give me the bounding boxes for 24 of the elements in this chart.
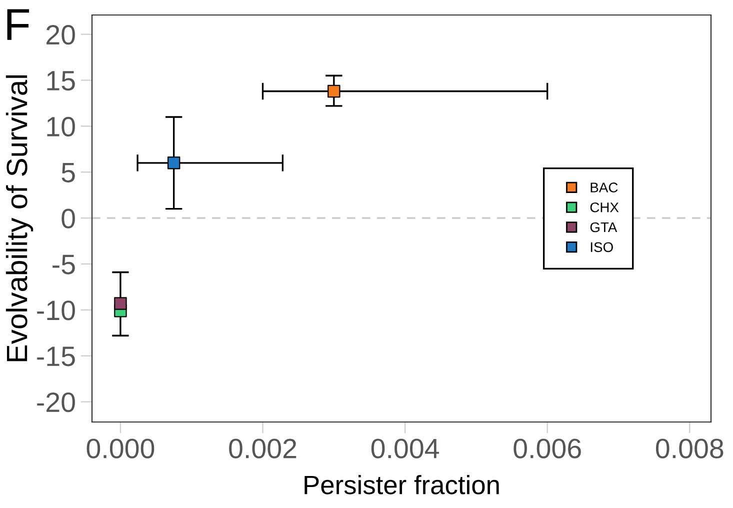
y-tick-label: 5 (62, 163, 75, 182)
x-tick-label: 0.000 (86, 438, 154, 458)
x-tick-label: 0.004 (371, 438, 440, 458)
y-tick-label: -5 (52, 254, 75, 274)
text: F (7, 9, 30, 40)
y-axis-title: Evolvability of Survival (6, 75, 34, 362)
y-tick-label: -20 (37, 392, 75, 412)
legend-label: CHX (590, 202, 619, 212)
y-tick-label: -10 (37, 300, 75, 320)
y-tick-label: 10 (47, 116, 75, 137)
y-tick-label: -15 (37, 346, 75, 366)
x-tick-label: 0.006 (514, 438, 581, 458)
legend-label: GTA (590, 222, 618, 232)
y-tick-label: 20 (46, 24, 75, 45)
legend-label: BAC (590, 182, 618, 192)
x-tick-label: 0.002 (229, 438, 296, 458)
x-tick-label: 0.008 (656, 438, 724, 458)
y-tick-label: 15 (47, 71, 75, 91)
point (167, 156, 180, 170)
y-tick-label: 0 (62, 208, 75, 228)
point (114, 297, 127, 310)
point (328, 84, 340, 98)
legend-label: ISO (590, 242, 613, 252)
x-axis-title: Persister fraction (304, 474, 499, 494)
